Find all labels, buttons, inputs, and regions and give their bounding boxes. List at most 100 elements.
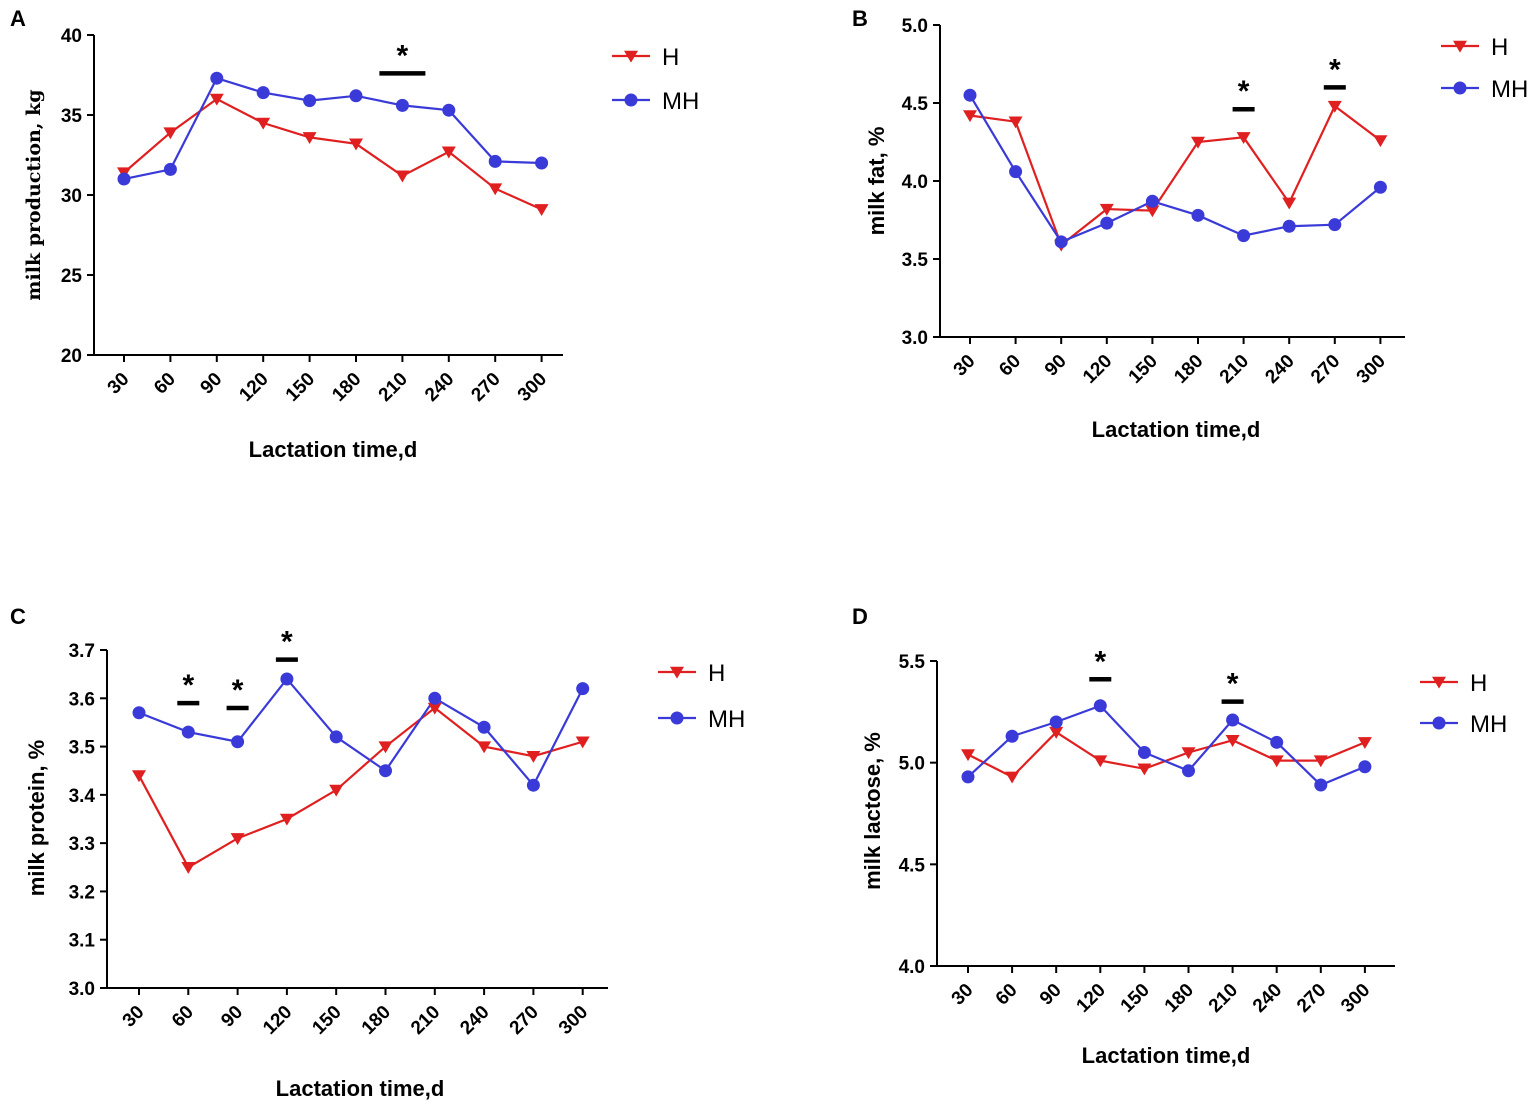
data-point-h <box>1099 203 1114 216</box>
data-point-h <box>1145 205 1160 218</box>
data-point-h <box>1181 747 1196 760</box>
data-point-h <box>1008 116 1023 129</box>
series-line-mh <box>967 704 1366 787</box>
y-tick-label: 20 <box>61 346 82 367</box>
x-tick-label: 240 <box>456 1002 493 1039</box>
data-point-mh <box>1137 746 1151 759</box>
data-point-h <box>575 736 590 749</box>
data-point-mh <box>961 770 975 784</box>
data-point-h <box>963 110 977 123</box>
data-point-mh <box>349 89 363 103</box>
x-tick-label: 60 <box>992 980 1022 1010</box>
panel-a: A 20 25 30 35 40 30 60 90 120 150 180 210 240 270 300 mi… <box>10 6 699 462</box>
panel-letter: D <box>852 604 868 629</box>
y-tick-label: 3.1 <box>69 931 96 952</box>
y-tick-label: 3.5 <box>69 738 96 759</box>
data-point-h <box>441 146 456 159</box>
data-point-h <box>1282 197 1297 210</box>
panel-c: C 3.0 3.1 3.2 3.3 3.4 3.5 3.6 3.7 30 60 90 120 150 180… <box>10 604 745 1101</box>
x-tick-label: 270 <box>1307 351 1344 388</box>
data-point-mh <box>1314 778 1328 792</box>
x-tick-label: 150 <box>308 1002 345 1039</box>
data-point-mh <box>210 71 224 85</box>
x-axis-label: Lactation time,d <box>276 1076 445 1101</box>
x-tick-label: 60 <box>995 351 1025 381</box>
data-point-h <box>181 862 196 874</box>
legend-triangle-icon <box>1432 676 1446 689</box>
y-tick-label: 3.2 <box>69 882 95 903</box>
legend-circle-icon <box>670 711 684 725</box>
significance-star: * <box>1227 668 1239 701</box>
panel-letter: B <box>852 6 868 31</box>
series-line-h <box>969 104 1382 247</box>
series-line-mh <box>123 76 542 181</box>
x-axis-label: Lactation time,d <box>249 437 418 462</box>
data-point-h <box>1049 726 1064 739</box>
y-tick-label: 4.5 <box>902 94 929 115</box>
y-axis-label: milk lactose, % <box>860 732 885 890</box>
data-point-h <box>1005 771 1020 784</box>
data-point-mh <box>1054 235 1068 249</box>
data-point-mh <box>280 672 294 686</box>
x-tick-label: 90 <box>197 369 227 399</box>
legend-label-h: H <box>1491 34 1508 61</box>
data-point-h <box>477 741 492 754</box>
data-point-h <box>1313 755 1328 768</box>
data-point-h <box>1093 755 1108 768</box>
significance-star: * <box>1329 53 1341 86</box>
x-tick-label: 300 <box>1353 351 1390 388</box>
data-point-mh <box>132 706 146 720</box>
data-point-mh <box>477 720 491 734</box>
data-point-mh <box>303 94 317 108</box>
data-point-mh <box>963 88 977 102</box>
data-point-h <box>1225 735 1240 747</box>
data-point-h <box>1236 132 1251 144</box>
data-point-h <box>1269 755 1284 768</box>
legend-label-h: H <box>662 44 679 71</box>
x-tick-label: 90 <box>217 1002 247 1032</box>
data-point-h <box>526 750 541 763</box>
legend: H MH <box>658 660 745 733</box>
data-point-h <box>534 204 549 217</box>
data-point-h <box>302 132 317 145</box>
legend: H MH <box>612 44 699 115</box>
x-tick-label: 270 <box>467 369 504 406</box>
x-tick-label: 210 <box>1216 351 1253 388</box>
data-point-mh <box>1100 216 1114 230</box>
data-point-mh <box>1145 194 1159 208</box>
data-point-mh <box>535 156 549 170</box>
data-point-mh <box>163 162 177 176</box>
series-line-h <box>123 97 543 211</box>
y-axis-label: milk protein, % <box>24 740 49 896</box>
x-tick-label: 300 <box>1337 980 1374 1017</box>
x-axis-label: Lactation time,d <box>1092 417 1261 442</box>
data-point-mh <box>428 691 442 705</box>
x-tick-label: 300 <box>514 369 551 406</box>
x-axis-label: Lactation time,d <box>1082 1043 1251 1068</box>
y-tick-label: 4.0 <box>902 172 928 193</box>
y-tick-label: 5.0 <box>902 16 928 37</box>
y-tick-label: 3.6 <box>69 689 95 710</box>
legend: H MH <box>1441 34 1528 103</box>
x-tick-label: 300 <box>555 1002 592 1039</box>
x-tick-label: 240 <box>1249 980 1286 1017</box>
x-tick-label: 120 <box>259 1002 296 1039</box>
x-tick-label: 180 <box>328 369 365 406</box>
data-point-mh <box>256 86 270 100</box>
y-tick-label: 3.3 <box>69 834 95 855</box>
data-point-mh <box>1005 729 1019 743</box>
x-tick-label: 240 <box>1261 351 1298 388</box>
x-tick-label: 180 <box>1170 351 1207 388</box>
legend: H MH <box>1420 670 1507 738</box>
x-tick-label: 270 <box>1293 980 1330 1017</box>
x-tick-label: 30 <box>948 980 978 1010</box>
significance-star: * <box>182 669 194 702</box>
y-axis-label: milk fat, % <box>864 127 889 236</box>
data-point-h <box>163 127 178 140</box>
data-point-mh <box>1282 219 1296 233</box>
y-axis-label: milk production, kg <box>23 89 45 300</box>
data-point-mh <box>231 735 245 749</box>
y-tick-label: 3.5 <box>902 250 929 271</box>
significance-star: * <box>1094 645 1106 678</box>
data-point-mh <box>1191 208 1205 222</box>
